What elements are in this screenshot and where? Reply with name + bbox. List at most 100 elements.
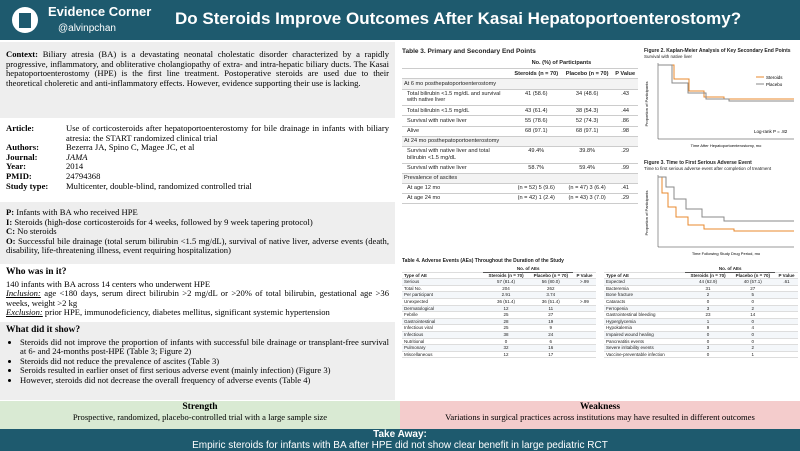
cell: Survival with native liver and total bil… bbox=[402, 146, 511, 164]
row: Bone fracture 2 5 bbox=[604, 291, 798, 299]
row: Impaired wound healing 0 0 bbox=[604, 331, 798, 339]
cell: 44 (62.9) bbox=[685, 278, 731, 286]
cell: 9 bbox=[685, 324, 731, 332]
cell bbox=[572, 344, 596, 352]
cell: Infectious viral bbox=[402, 324, 484, 332]
title: Do Steroids Improve Outcomes After Kasai… bbox=[175, 9, 742, 28]
bullet: Steroids did not reduce the prevalence o… bbox=[20, 356, 389, 367]
cell: 12 bbox=[483, 305, 529, 313]
cell: Alive bbox=[402, 126, 511, 137]
header-row: Type of AE Steroids (n = 70) Placebo (n = … bbox=[604, 272, 798, 280]
cell: 0 bbox=[685, 351, 731, 359]
cell bbox=[774, 305, 798, 313]
cell: 0 bbox=[685, 298, 731, 306]
group-header: No. (%) of Participants bbox=[510, 59, 613, 70]
cell: 57 (81.4) bbox=[483, 278, 529, 286]
table4: Table 4. Adverse Events (AEs) Throughout… bbox=[402, 258, 798, 359]
cell: At age 24 mo bbox=[402, 193, 511, 205]
context: Context: Biliary atresia (BA) is a devas… bbox=[0, 42, 395, 118]
cell: >.99 bbox=[572, 298, 596, 306]
row: Per participant 2.91 3.74 bbox=[402, 291, 596, 299]
cell: 3 bbox=[685, 344, 731, 352]
cell bbox=[572, 305, 596, 313]
cell bbox=[774, 351, 798, 359]
row: Alive 68 (97.1) 68 (97.1) .98 bbox=[402, 126, 638, 137]
cell: >.99 bbox=[572, 278, 596, 286]
cell bbox=[402, 59, 511, 70]
takeaway: Take Away: Empiric steroids for infants w… bbox=[0, 429, 800, 451]
field: Authors: Bezerra JA, Spino C, Magee JC, e… bbox=[6, 143, 389, 153]
cell: .98 bbox=[612, 126, 638, 137]
cell: .29 bbox=[612, 193, 638, 205]
cell: Cataracts bbox=[604, 298, 686, 306]
cell: 23 bbox=[685, 311, 731, 319]
row: Infectious viral 25 9 bbox=[402, 324, 596, 332]
text: age <180 days, serum direct bilirubin >2… bbox=[6, 288, 389, 308]
table-title: Table 4. Adverse Events (AEs) Throughout… bbox=[402, 258, 564, 264]
cell: Hypokalemia bbox=[604, 324, 686, 332]
cell: 27 bbox=[528, 311, 573, 319]
field: Journal: JAMA bbox=[6, 152, 389, 163]
cell bbox=[774, 266, 798, 273]
pico-item: I: Steroids (high-dose corticosteroids f… bbox=[6, 216, 389, 228]
cell: 9 bbox=[528, 324, 573, 332]
cell: 3.74 bbox=[528, 291, 573, 299]
column-header: Placebo (n = 70) bbox=[730, 272, 775, 280]
label: I: bbox=[6, 216, 13, 227]
group-row: No. (%) of Participants bbox=[402, 59, 638, 70]
cell: 2.91 bbox=[483, 291, 529, 299]
text: prior HPE, immunodeficiency, diabetes me… bbox=[44, 307, 330, 318]
cell: Pancreatitis events bbox=[604, 338, 686, 346]
row: Total bilirubin <1.5 mg/dL 43 (61.4) 38 (5… bbox=[402, 105, 638, 117]
cell: 32 bbox=[483, 344, 529, 352]
cell: Survival with native liver bbox=[402, 115, 511, 127]
row: At age 24 mo (n = 42) 1 (2.4) (n = 43) 3 (… bbox=[402, 193, 638, 205]
cell: 12 bbox=[483, 351, 529, 359]
value: 2014 bbox=[66, 161, 84, 172]
row: Survival with native liver and total bil… bbox=[402, 146, 638, 164]
cell: 25 bbox=[483, 311, 529, 319]
cell: 40 (57.1) bbox=[730, 278, 775, 286]
cell: 55 (78.6) bbox=[510, 115, 562, 127]
cell bbox=[774, 318, 798, 326]
cell: 27 bbox=[730, 285, 775, 293]
cell: Serious bbox=[402, 278, 484, 286]
cell: (n = 42) 1 (2.4) bbox=[510, 193, 562, 205]
cell bbox=[572, 291, 596, 299]
cell: Per participant bbox=[402, 291, 484, 299]
cell: 0 bbox=[685, 331, 731, 339]
cell: 43 (61.4) bbox=[510, 105, 562, 117]
label: Year: bbox=[6, 161, 27, 172]
cell: .61 bbox=[774, 278, 798, 286]
cell: Bone fracture bbox=[604, 291, 686, 299]
x-label: Time After Hepatoportoenterostomy, mo bbox=[691, 143, 762, 148]
cell: .41 bbox=[612, 183, 638, 195]
value: Use of corticosteroids after hepatoporto… bbox=[66, 123, 389, 143]
header: Evidence Corner @alvinpchan Do Steroids … bbox=[0, 0, 800, 40]
cell: Pulmonary bbox=[402, 344, 484, 352]
text: Variations in surgical practices across … bbox=[445, 412, 755, 422]
pico-item: O: Successful bile drainage (total serum… bbox=[6, 235, 389, 256]
row: Vaccine-preventable infection 0 1 bbox=[604, 351, 798, 359]
pico: P: Infants with BA who received HPE I: St… bbox=[0, 202, 395, 264]
row: Prevalence of ascites bbox=[402, 173, 638, 184]
row: Bacteremia 31 27 bbox=[604, 285, 798, 293]
cell: 38 bbox=[483, 331, 529, 339]
cell bbox=[402, 266, 484, 273]
row: Miscellaneous 12 17 bbox=[402, 351, 596, 359]
section-label: Prevalence of ascites bbox=[402, 173, 638, 184]
cell: Miscellaneous bbox=[402, 351, 484, 359]
row: At 24 mo posthepatoportoenterostomy bbox=[402, 136, 638, 147]
subtitle: Time to first serious adverse event afte… bbox=[644, 166, 772, 171]
cell: 58.7% bbox=[510, 163, 562, 174]
label: O: bbox=[6, 235, 16, 246]
value: Multicenter, double-blind, randomized co… bbox=[66, 180, 252, 191]
cell: Total No. bbox=[402, 285, 484, 293]
cell: Ferropenia bbox=[604, 305, 686, 313]
cell: Infectious bbox=[402, 331, 484, 339]
cell: 0 bbox=[730, 318, 775, 326]
x-label: Time Following Study Drug Period, mo bbox=[692, 251, 761, 256]
column-header: P Value bbox=[572, 272, 596, 280]
row: At age 12 mo (n = 52) 5 (9.6) (n = 47) 3 (… bbox=[402, 183, 638, 195]
